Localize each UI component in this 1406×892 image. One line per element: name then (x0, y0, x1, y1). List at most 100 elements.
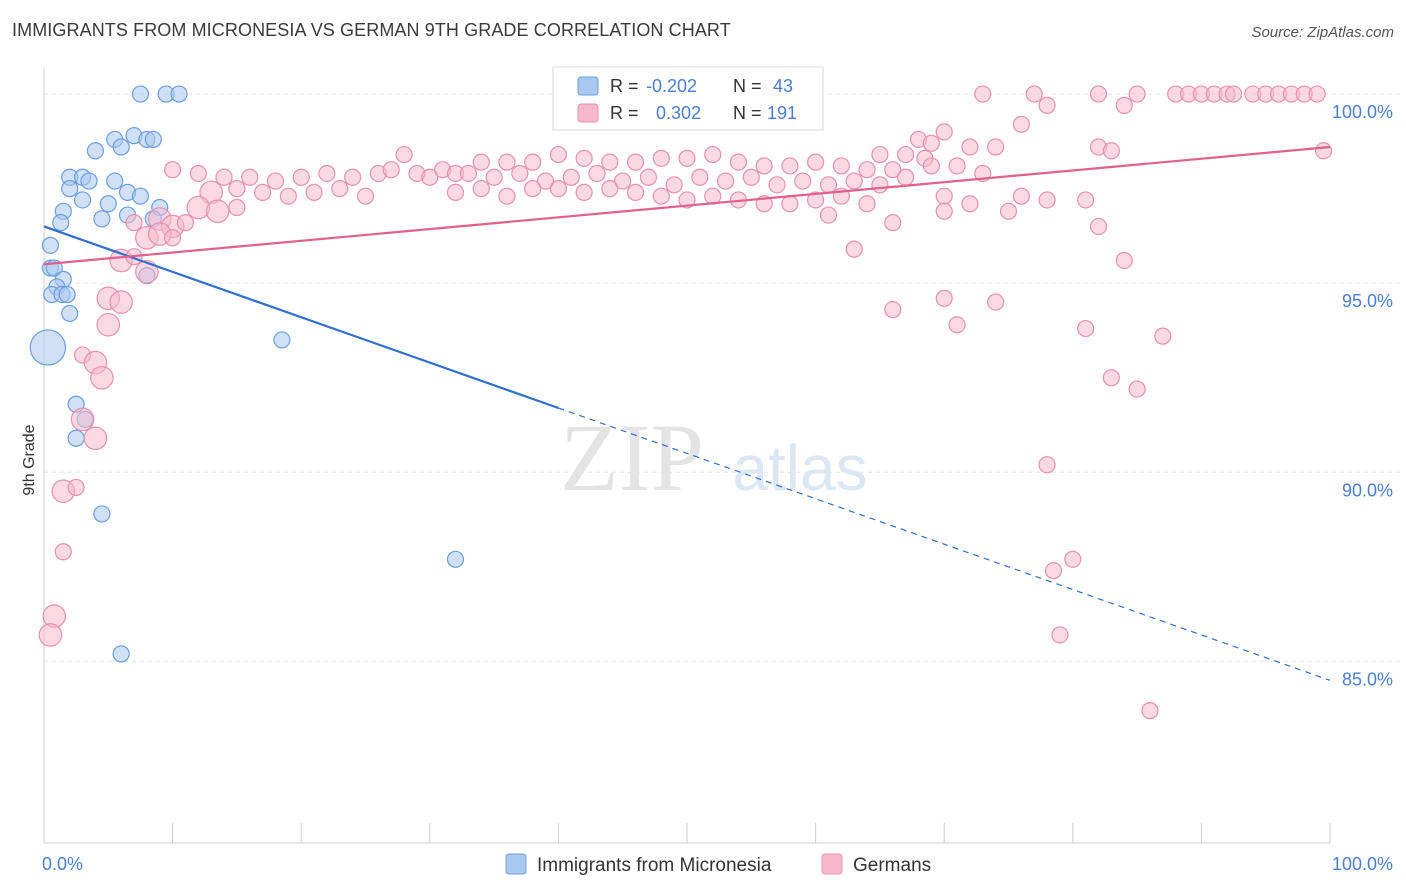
point-germans (575, 149, 593, 167)
point-germans (755, 157, 773, 175)
stats-n-value-1: 43 (773, 76, 793, 96)
stats-r-value-2: 0.302 (656, 103, 701, 123)
point-germans (164, 161, 182, 179)
point-germans (845, 240, 863, 258)
trend-lines (43, 145, 1331, 681)
point-germans (1102, 369, 1120, 387)
point-germans (768, 176, 786, 194)
point-germans (832, 157, 850, 175)
y-tick-label: 100.0% (1332, 102, 1393, 122)
point-micronesia (73, 191, 92, 209)
point-micronesia (29, 329, 67, 366)
point-germans (922, 134, 940, 152)
point-germans (1064, 550, 1082, 568)
point-germans (186, 195, 211, 220)
stats-n-label-2: N = (733, 103, 762, 123)
stats-r-label-2: R = (610, 103, 639, 123)
point-germans (601, 153, 619, 171)
point-germans (1038, 191, 1056, 209)
chart-title: IMMIGRANTS FROM MICRONESIA VS GERMAN 9TH… (12, 20, 731, 40)
trend-line-germans (43, 145, 1331, 266)
point-germans (935, 289, 953, 307)
y-tick-labels: 100.0% 95.0% 90.0% 85.0% (1332, 102, 1393, 689)
point-germans (90, 365, 114, 390)
stats-legend: R = -0.202 N = 43 R = 0.302 N = 191 (552, 66, 824, 131)
legend-label-micronesia: Immigrants from Micronesia (537, 855, 772, 876)
point-germans (626, 153, 645, 171)
point-germans (562, 168, 580, 186)
point-micronesia (93, 210, 111, 228)
point-germans (83, 426, 108, 451)
legend-label-germans: Germans (853, 855, 931, 876)
point-micronesia (446, 550, 465, 568)
point-germans (472, 153, 490, 171)
point-germans (948, 157, 966, 175)
point-germans (614, 172, 632, 190)
point-germans (1012, 115, 1030, 133)
y-tick-label: 85.0% (1342, 669, 1393, 689)
point-germans (1115, 251, 1133, 270)
point-germans (1089, 217, 1108, 236)
watermark-atlas: atlas (732, 432, 867, 504)
point-germans (135, 260, 159, 284)
trend-line-micronesia-extrapolated (558, 407, 1331, 681)
point-germans (549, 145, 568, 164)
point-germans (716, 172, 735, 190)
stats-r-value-1: -0.202 (646, 76, 697, 96)
x-tick-label-max: 100.0% (1332, 854, 1393, 874)
point-germans (1025, 85, 1043, 103)
point-micronesia (170, 85, 188, 103)
point-germans (639, 168, 658, 186)
point-germans (1128, 85, 1146, 103)
point-germans (871, 145, 889, 164)
point-germans (1154, 327, 1172, 345)
point-germans (344, 168, 362, 186)
point-germans (999, 202, 1018, 220)
point-germans (96, 312, 121, 337)
point-germans (806, 191, 825, 209)
point-germans (318, 164, 336, 183)
point-germans (652, 187, 670, 205)
point-germans (395, 145, 413, 164)
point-micronesia (61, 304, 79, 323)
point-germans (704, 145, 722, 164)
point-germans (356, 187, 375, 205)
point-germans (459, 164, 477, 183)
point-germans (38, 623, 63, 647)
stats-n-label-1: N = (733, 76, 762, 96)
x-tick-labels: 0.0% 100.0% (42, 854, 1393, 874)
point-germans (781, 157, 799, 175)
y-axis-label: 9th Grade (21, 424, 38, 495)
point-germans (987, 138, 1005, 156)
point-germans (305, 183, 323, 201)
y-tick-label: 90.0% (1342, 480, 1393, 500)
source-label: Source: ZipAtlas.com (1251, 24, 1394, 41)
point-micronesia (99, 195, 117, 213)
point-micronesia (131, 187, 150, 205)
point-germans (678, 149, 696, 167)
point-germans (1077, 319, 1095, 338)
point-germans (974, 85, 992, 103)
point-germans (935, 202, 953, 220)
point-germans (884, 161, 902, 179)
point-micronesia (131, 85, 150, 103)
point-germans (806, 153, 825, 171)
point-micronesia (112, 138, 130, 156)
point-germans (575, 183, 593, 201)
point-germans (1089, 85, 1108, 103)
point-germans (1102, 142, 1120, 160)
point-germans (794, 172, 812, 190)
point-germans (421, 168, 439, 186)
point-micronesia (86, 142, 105, 160)
point-germans (1044, 562, 1063, 580)
point-germans (819, 176, 838, 194)
point-germans (176, 214, 195, 232)
point-germans (935, 187, 953, 205)
point-micronesia (93, 505, 111, 523)
point-germans (472, 180, 490, 198)
point-germans (70, 407, 95, 432)
legend-swatch-micronesia (505, 853, 527, 875)
point-germans (1038, 456, 1056, 474)
point-germans (1308, 85, 1326, 103)
